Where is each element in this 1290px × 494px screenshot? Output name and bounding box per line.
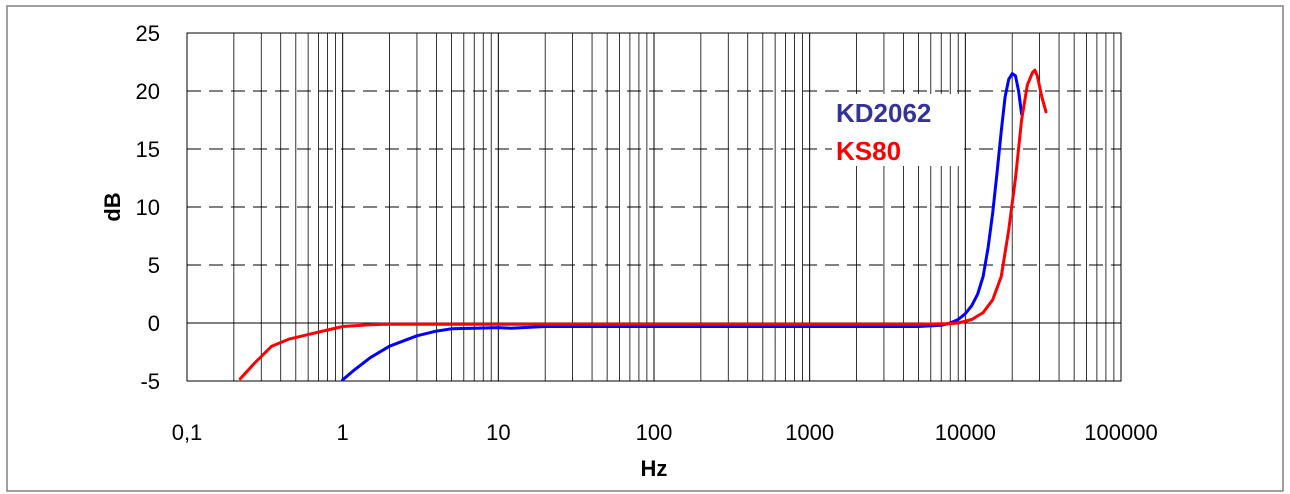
y-tick-label: 25 — [136, 21, 160, 46]
y-tick-label: 0 — [148, 311, 160, 336]
y-tick-label: -5 — [140, 369, 160, 394]
x-tick-label: 10 — [486, 420, 510, 445]
y-tick-label: 10 — [136, 195, 160, 220]
x-tick-label: 0,1 — [172, 420, 203, 445]
y-axis-title: dB — [100, 192, 125, 221]
x-tick-label: 100000 — [1084, 420, 1157, 445]
x-tick-label: 1 — [337, 420, 349, 445]
tick-labels: -5 0 5 10 15 20 25 0,1 1 10 100 1000 10000 100000 — [136, 21, 1158, 445]
series-line-ks80 — [238, 68, 1048, 381]
y-tick-label: 20 — [136, 79, 160, 104]
plot-area — [186, 32, 1122, 382]
legend-background — [832, 94, 964, 166]
legend-label-ks80: KS80 — [836, 136, 901, 166]
x-tick-label: 10000 — [935, 420, 996, 445]
x-tick-label: 100 — [636, 420, 673, 445]
y-tick-label: 5 — [148, 253, 160, 278]
legend-label-kd2062: KD2062 — [836, 98, 931, 128]
x-axis-title: Hz — [641, 456, 668, 481]
y-tick-label: 15 — [136, 137, 160, 162]
series-layer — [238, 68, 1048, 382]
x-tick-label: 1000 — [785, 420, 834, 445]
chart-frame — [6, 5, 1284, 492]
